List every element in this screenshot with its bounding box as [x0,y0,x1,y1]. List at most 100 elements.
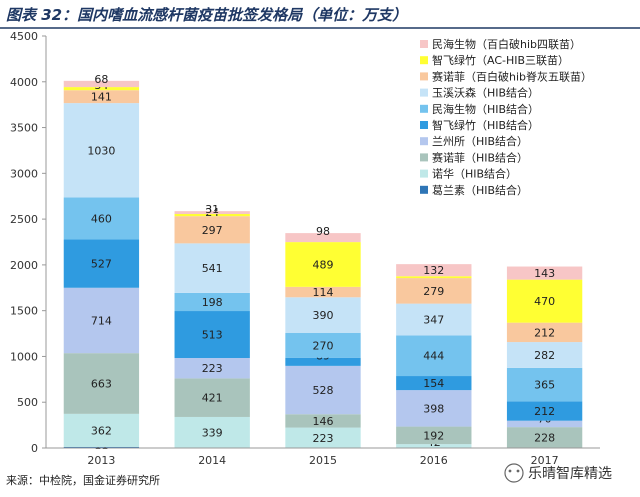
data-label: 541 [202,262,223,275]
data-label: 223 [202,362,223,375]
bar-segment [174,378,250,417]
bar-segment [506,266,583,280]
legend-swatch [420,121,428,129]
y-tick-label: 1500 [10,305,38,318]
bar-segment [174,311,250,359]
y-tick-label: 1000 [10,350,38,363]
bar-segment [396,276,472,279]
data-label: 390 [313,309,334,322]
y-tick-label: 4000 [10,76,38,89]
data-label: 212 [534,405,555,418]
bar-segment [285,333,361,358]
bar-segment [174,358,250,379]
bar-segment [396,376,472,391]
bar-segment [285,233,361,243]
watermark-icon [504,463,524,483]
legend-swatch [420,169,428,178]
bar-segment [285,414,361,428]
data-label: 228 [534,432,555,445]
data-label: 154 [423,377,444,390]
bar-segment [63,353,140,414]
bar-segment [63,287,140,354]
y-tick-label: 500 [17,396,38,409]
data-label: 98 [316,225,330,238]
legend-swatch [420,153,428,162]
data-label: 513 [202,329,223,342]
bar-segment [63,413,140,447]
data-label: 146 [313,415,334,428]
data-label: 365 [534,379,555,392]
data-label: 444 [423,350,444,363]
watermark-icon-eye-left [508,469,512,473]
bar-segment [63,239,140,288]
bar-segment [396,278,472,304]
data-label: 114 [313,286,334,299]
data-label: 198 [202,296,223,309]
legend-entry: 赛诺菲（百白破hib脊灰五联苗） [432,69,592,83]
data-label: 297 [202,224,223,237]
data-label: 347 [423,314,444,327]
y-tick-label: 4500 [10,30,38,43]
bar-segment [63,446,140,448]
bar-segment [285,242,361,287]
x-tick-label: 2013 [87,454,115,467]
watermark: 乐晴智库精选 [504,463,612,483]
x-tick-label: 2016 [420,454,448,467]
bar-segment [285,297,361,334]
bar-segment [63,90,140,104]
legend-entry: 民海生物（HIB结合） [432,102,539,116]
bar-segment [174,211,250,214]
bar-segment [506,420,583,428]
legend-swatch [420,104,428,113]
bar-segment [63,197,140,240]
legend-entry: 葛兰素（HIB结合） [432,183,528,197]
data-label: 362 [91,424,112,437]
bar-segment [285,427,361,448]
legend-swatch [420,40,428,48]
bar-segment [174,243,250,293]
legend-swatch [420,56,428,65]
data-label: 212 [534,326,555,339]
x-tick-label: 2015 [309,454,337,467]
legend-entry: 民海生物（百白破hib四联苗） [432,37,581,51]
bar-segment [285,365,361,415]
watermark-text: 乐晴智库精选 [528,466,612,482]
data-label: 68 [94,73,108,86]
watermark-icon-eye-right [516,469,520,473]
legend-entry: 玉溪沃森（HIB结合） [432,86,539,100]
legend-swatch [420,88,428,97]
bar-segment [396,426,472,445]
bar-segment [396,264,472,277]
legend-swatch [420,137,428,146]
legend-entry: 赛诺菲（HIB结合） [432,150,528,164]
data-label: 489 [313,258,334,271]
legend-swatch [420,72,428,81]
x-tick-label: 2017 [531,454,559,467]
bar-segment [285,357,361,366]
data-label: 714 [91,314,112,327]
data-label: 339 [202,426,223,439]
data-label: 470 [534,295,555,308]
data-label: 223 [313,432,334,445]
x-tick-label: 2014 [198,454,226,467]
source-note: 来源：中检院，国金证券研究所 [6,473,160,487]
bar-segment [174,416,250,448]
bar-segment [396,390,472,427]
legend: 民海生物（百白破hib四联苗） 智飞绿竹（AC-HIB三联苗） 赛诺菲（百白破hib… [420,37,592,197]
data-label: 663 [91,377,112,390]
legend-entry: 智飞绿竹（AC-HIB三联苗） [432,53,569,67]
data-label: 421 [202,392,223,405]
x-axis: 2013 2014 2015 2016 2017 [46,447,600,467]
bars: 1136266371452746010301413468339421223513… [63,73,583,452]
y-tick-label: 0 [31,442,38,455]
data-label: 141 [91,91,112,104]
data-label: 1030 [87,144,115,157]
bar-segment [396,303,472,336]
data-label: 528 [313,384,334,397]
bar-segment [506,279,583,323]
bar-segment [174,292,250,312]
bar-segment [63,80,140,88]
data-label: 398 [423,402,444,415]
bar-segment [174,216,250,244]
